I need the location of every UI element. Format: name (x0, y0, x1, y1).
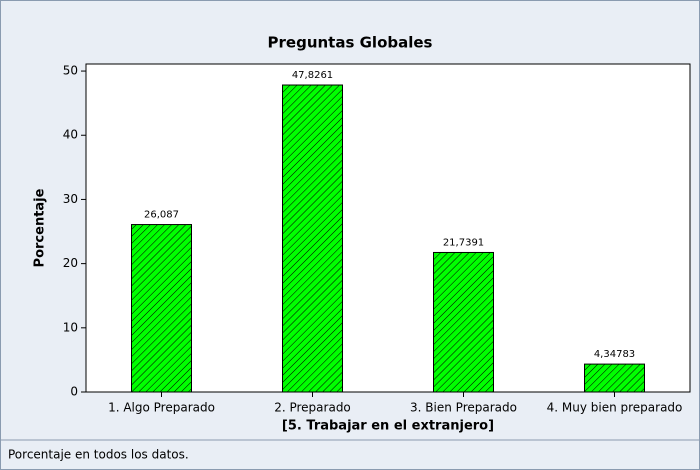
y-tick-label: 0 (70, 385, 78, 399)
x-tick-label: 4. Muy bien preparado (547, 401, 683, 415)
bar (584, 363, 645, 393)
y-tick-label: 40 (63, 128, 78, 142)
x-axis-label: [5. Trabajar en el extranjero] (282, 419, 494, 434)
footnote: Porcentaje en todos los datos. (8, 448, 189, 462)
value-label: 21,7391 (443, 237, 484, 248)
x-tick-label: 3. Bien Preparado (410, 401, 517, 415)
y-tick-label: 30 (63, 192, 78, 206)
bar (131, 224, 192, 393)
value-label: 4,34783 (594, 349, 635, 360)
value-label: 26,087 (144, 210, 179, 221)
bar (433, 251, 494, 393)
x-tick-label: 1. Algo Preparado (108, 401, 215, 415)
x-tick-label: 2. Preparado (274, 401, 351, 415)
bar (282, 84, 343, 393)
y-tick-label: 50 (63, 64, 78, 78)
y-tick-label: 20 (63, 256, 78, 270)
y-tick-label: 10 (63, 320, 78, 334)
y-axis-label: Porcentaje (33, 188, 48, 267)
chart-title: Preguntas Globales (268, 34, 433, 52)
value-label: 47,8261 (292, 70, 333, 81)
